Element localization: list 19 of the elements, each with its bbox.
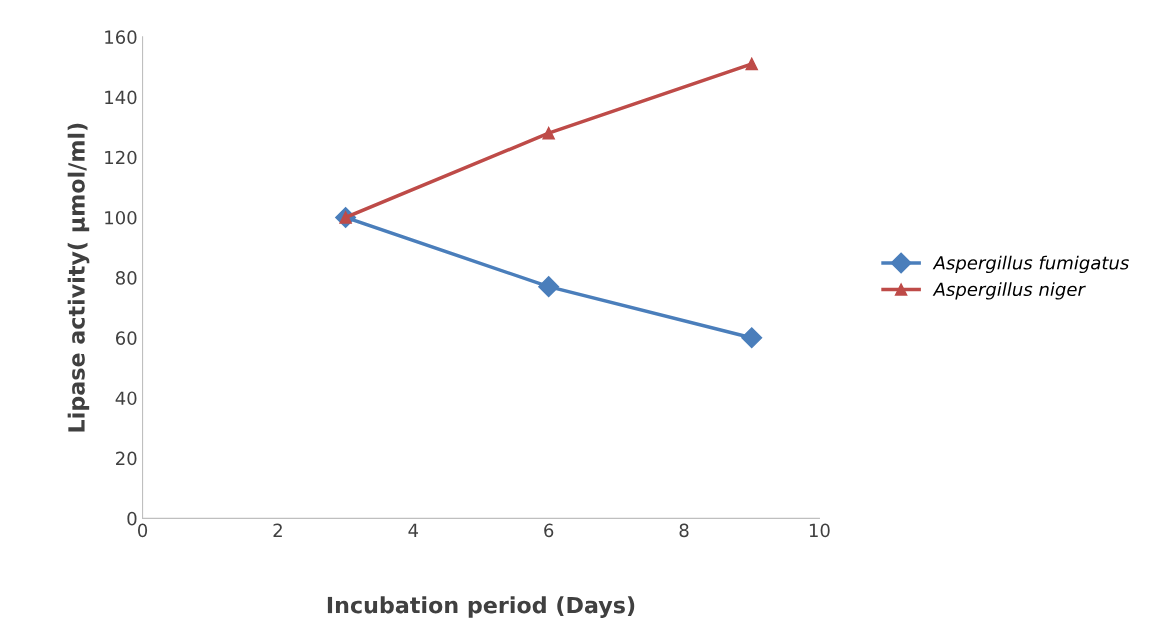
x-tick-label: 10 [809, 523, 830, 538]
y-axis-title: Lipase activity( µmol/ml) [67, 123, 90, 432]
y-tick-label: 80 [115, 271, 137, 285]
x-tick-label: 6 [544, 523, 554, 538]
x-tick-label: 0 [138, 523, 148, 538]
y-tick-label: 0 [127, 511, 137, 526]
legend-label: Aspergillus niger [932, 282, 1086, 300]
x-tick-label: 2 [273, 523, 282, 537]
x-tick-label: 4 [408, 523, 419, 537]
y-tick-label: 40 [115, 391, 137, 406]
y-tick-label: 120 [105, 150, 137, 165]
x-tick-label: 8 [679, 523, 689, 538]
y-tick-label: 100 [105, 210, 137, 225]
y-tick-label: 60 [115, 331, 137, 345]
legend-label: Aspergillus fumigatus [932, 255, 1129, 274]
x-axis-title: Incubation period (Days) [327, 596, 635, 618]
y-tick-label: 20 [116, 451, 137, 466]
y-tick-label: 160 [105, 30, 137, 44]
y-tick-label: 140 [105, 90, 137, 105]
